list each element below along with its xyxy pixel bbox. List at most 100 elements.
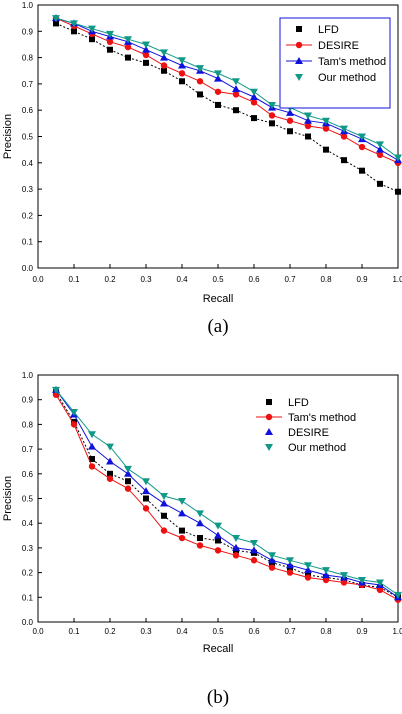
y-tick-label: 0.5 bbox=[22, 495, 34, 504]
data-point bbox=[106, 30, 114, 38]
data-point bbox=[88, 463, 96, 470]
data-point bbox=[376, 579, 384, 587]
data-point bbox=[106, 457, 114, 465]
data-point bbox=[304, 562, 312, 570]
y-tick-label: 0.2 bbox=[22, 569, 34, 578]
chart-b: 0.0 0.1 0.2 0.3 0.4 0.5 0.6 0.7 0.8 0.9 1.0 0.0 0.1 0… bbox=[2, 371, 402, 708]
data-point bbox=[143, 495, 149, 502]
data-point bbox=[52, 391, 60, 398]
data-point bbox=[286, 569, 294, 576]
data-point bbox=[358, 143, 366, 151]
y-tick-label: 0.1 bbox=[22, 238, 34, 247]
legend-marker bbox=[265, 428, 273, 435]
x-tick-label: 0.0 bbox=[32, 627, 44, 636]
x-tick-label: 0.3 bbox=[140, 627, 152, 636]
y-tick-label: 0.7 bbox=[22, 80, 34, 89]
data-point bbox=[160, 527, 168, 534]
data-point bbox=[106, 443, 114, 451]
y-tick-label: 0.5 bbox=[22, 133, 34, 142]
data-point bbox=[340, 572, 348, 580]
data-point bbox=[197, 91, 203, 98]
x-tick-label: 0.6 bbox=[248, 275, 260, 284]
data-point bbox=[358, 577, 366, 585]
data-point bbox=[232, 535, 240, 543]
data-point bbox=[268, 552, 276, 560]
data-point bbox=[322, 567, 330, 575]
x-tick-label: 0.2 bbox=[104, 275, 116, 284]
x-tick-label: 0.9 bbox=[356, 627, 368, 636]
series-tam-s-method bbox=[52, 14, 402, 164]
series-line bbox=[55, 17, 399, 161]
data-point bbox=[52, 386, 60, 394]
data-point bbox=[178, 70, 186, 77]
data-point bbox=[287, 128, 293, 135]
series-lfd bbox=[53, 20, 401, 195]
data-point bbox=[304, 116, 312, 124]
x-tick-label: 0.8 bbox=[320, 627, 332, 636]
x-tick-label: 0.9 bbox=[356, 275, 368, 284]
data-point bbox=[304, 574, 312, 581]
x-tick-label: 0.7 bbox=[284, 627, 296, 636]
data-point bbox=[250, 99, 258, 106]
data-point bbox=[142, 487, 150, 495]
data-point bbox=[125, 54, 131, 61]
data-point bbox=[196, 65, 204, 73]
data-point bbox=[322, 576, 330, 584]
x-tick-label: 0.8 bbox=[320, 275, 332, 284]
data-point bbox=[124, 43, 132, 51]
data-point bbox=[268, 112, 276, 119]
data-point bbox=[233, 107, 239, 114]
panel-label: (a) bbox=[207, 316, 228, 337]
data-point bbox=[160, 53, 168, 61]
y-tick-label: 0.6 bbox=[22, 106, 34, 115]
data-point bbox=[358, 133, 366, 141]
data-point bbox=[89, 36, 95, 43]
data-point bbox=[107, 46, 113, 53]
legend-marker bbox=[295, 41, 303, 49]
data-point bbox=[250, 93, 258, 101]
data-point bbox=[251, 115, 257, 122]
legend-label: Our method bbox=[318, 72, 376, 84]
y-tick-label: 0.0 bbox=[22, 264, 34, 273]
data-point bbox=[178, 57, 186, 65]
legend-label: Tam's method bbox=[318, 56, 386, 68]
data-point bbox=[322, 125, 330, 132]
data-point bbox=[143, 59, 149, 66]
series-desire bbox=[52, 385, 402, 601]
y-tick-label: 0.6 bbox=[22, 470, 34, 479]
series-tam-s-method bbox=[52, 391, 402, 603]
data-point bbox=[323, 146, 329, 153]
data-point bbox=[232, 91, 240, 98]
y-tick-label: 1.0 bbox=[22, 371, 34, 380]
data-point bbox=[286, 557, 294, 565]
x-tick-label: 1.0 bbox=[392, 275, 402, 284]
data-point bbox=[215, 537, 221, 544]
data-point bbox=[160, 499, 168, 507]
x-tick-label: 0.5 bbox=[212, 627, 224, 636]
data-point bbox=[142, 45, 150, 53]
y-tick-label: 0.9 bbox=[22, 27, 34, 36]
x-tick-label: 0.1 bbox=[68, 627, 80, 636]
data-point bbox=[142, 505, 150, 512]
y-tick-label: 0.8 bbox=[22, 54, 34, 63]
data-point bbox=[142, 41, 150, 49]
legend-marker bbox=[265, 413, 273, 421]
data-point bbox=[178, 61, 186, 69]
data-point bbox=[304, 112, 312, 120]
legend-marker bbox=[266, 399, 272, 405]
x-axis-label: Recall bbox=[203, 643, 234, 655]
data-point bbox=[304, 122, 312, 130]
data-point bbox=[214, 74, 222, 82]
x-tick-label: 0.5 bbox=[212, 275, 224, 284]
data-point bbox=[322, 117, 330, 125]
legend-marker bbox=[296, 26, 302, 32]
data-point bbox=[250, 539, 258, 547]
y-tick-label: 0.9 bbox=[22, 396, 34, 405]
data-point bbox=[88, 25, 96, 33]
y-tick-label: 0.2 bbox=[22, 211, 34, 220]
x-tick-label: 0.2 bbox=[104, 627, 116, 636]
data-point bbox=[52, 15, 60, 23]
chart-a: 0.0 0.1 0.2 0.3 0.4 0.5 0.6 0.7 0.8 0.9 1.0 0.0 0.1 0… bbox=[2, 1, 402, 337]
data-point bbox=[142, 51, 150, 59]
